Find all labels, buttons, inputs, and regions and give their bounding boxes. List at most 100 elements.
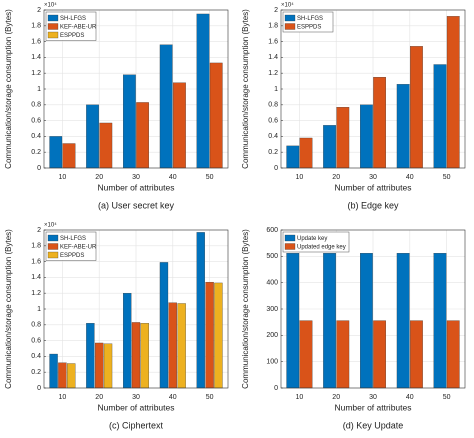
x-axis-label: Number of attributes — [97, 182, 174, 192]
plot-frame — [280, 229, 466, 389]
y-tick-label: 600 — [266, 227, 278, 234]
y-tick-label: 300 — [266, 306, 278, 313]
bar — [159, 262, 169, 389]
y-tick-label: 1.6 — [268, 38, 278, 45]
bar — [136, 102, 149, 169]
legend-swatch — [284, 234, 296, 242]
bar — [86, 323, 95, 389]
legend-swatch — [284, 23, 296, 30]
caption: (c) Ciphertext — [109, 420, 164, 430]
legend-swatch — [47, 234, 59, 242]
bar — [433, 64, 447, 169]
y-tick-label: 2 — [274, 7, 278, 14]
legend-swatch — [47, 31, 59, 39]
bar — [360, 104, 373, 169]
bar — [99, 122, 113, 169]
legend-label: SH-LFGS — [60, 236, 86, 242]
plot-frame — [43, 229, 229, 389]
bar — [373, 320, 386, 389]
bar — [67, 363, 76, 389]
bar — [49, 353, 58, 389]
bar — [209, 62, 223, 169]
y-tick-label: 1 — [274, 86, 278, 93]
x-tick-label: 40 — [406, 174, 414, 181]
plot-frame — [43, 9, 229, 169]
bar — [49, 136, 63, 169]
legend-swatch — [47, 251, 59, 259]
x-tick-label: 20 — [95, 394, 103, 401]
caption: (a) User secret key — [98, 200, 175, 210]
bar — [95, 342, 104, 389]
y-tick-label: 1.8 — [31, 23, 41, 30]
legend-swatch — [284, 243, 296, 250]
bar — [86, 104, 99, 169]
bar — [168, 302, 177, 389]
bar — [123, 293, 132, 389]
x-tick-label: 10 — [59, 174, 67, 181]
x-tick-label: 30 — [369, 394, 377, 401]
y-tick-label: 0 — [37, 385, 41, 392]
bar — [103, 343, 113, 389]
y-tick-label: 0.6 — [31, 117, 41, 124]
bar — [360, 253, 373, 389]
caption: (b) Edge key — [347, 200, 399, 210]
x-tick-label: 40 — [169, 174, 177, 181]
bar — [323, 253, 336, 389]
legend-swatch — [47, 14, 59, 22]
y-tick-label: 2 — [37, 7, 41, 14]
plot-frame — [280, 9, 466, 169]
y-tick-label: 1.6 — [31, 258, 41, 265]
y-tick-label: 0.8 — [31, 322, 41, 329]
bar — [299, 137, 313, 169]
bar — [373, 77, 386, 169]
bar — [286, 145, 300, 169]
bar — [446, 320, 460, 389]
axis-exponent: ×10⁴ — [281, 2, 294, 9]
y-tick-label: 1 — [37, 86, 41, 93]
legend-swatch — [47, 243, 59, 250]
x-tick-label: 30 — [132, 174, 140, 181]
y-tick-label: 1.2 — [268, 70, 278, 77]
x-tick-label: 30 — [132, 394, 140, 401]
x-tick-label: 10 — [296, 174, 304, 181]
bar — [177, 303, 186, 389]
y-tick-label: 1.6 — [31, 38, 41, 45]
y-tick-label: 0.6 — [31, 337, 41, 344]
y-tick-label: 1.2 — [31, 290, 41, 297]
axis-exponent: ×10⁴ — [44, 222, 57, 229]
legend-swatch — [47, 23, 59, 30]
bar — [58, 362, 67, 389]
y-tick-label: 1.8 — [31, 243, 41, 250]
caption: (d) Key Update — [343, 420, 404, 430]
bar — [336, 107, 350, 169]
x-tick-label: 50 — [206, 174, 214, 181]
y-tick-label: 1.8 — [268, 23, 278, 30]
bar — [214, 282, 223, 389]
y-tick-label: 1.2 — [31, 70, 41, 77]
x-axis-label: Number of attributes — [97, 402, 174, 412]
bar — [336, 320, 350, 389]
legend-label: ESPPDS — [60, 253, 84, 259]
legend-label: ESPPDS — [297, 24, 321, 30]
bar — [123, 74, 136, 169]
y-tick-label: 400 — [266, 280, 278, 287]
y-tick-label: 0.8 — [31, 102, 41, 109]
y-tick-label: 0.4 — [268, 133, 278, 140]
y-tick-label: 0.4 — [31, 133, 41, 140]
y-tick-label: 0.4 — [31, 353, 41, 360]
y-tick-label: 0 — [37, 165, 41, 172]
legend — [282, 11, 334, 33]
bar — [140, 323, 149, 389]
bar — [173, 82, 186, 169]
bar — [323, 125, 336, 169]
y-tick-label: 0 — [274, 165, 278, 172]
legend-label: SH-LFGS — [60, 16, 86, 22]
bar — [410, 320, 423, 389]
legend-swatch — [284, 14, 296, 22]
bar — [196, 232, 205, 389]
x-tick-label: 40 — [169, 394, 177, 401]
y-tick-label: 1.4 — [31, 274, 41, 281]
bar — [410, 46, 423, 169]
y-tick-label: 0 — [274, 385, 278, 392]
y-tick-label: 100 — [266, 359, 278, 366]
